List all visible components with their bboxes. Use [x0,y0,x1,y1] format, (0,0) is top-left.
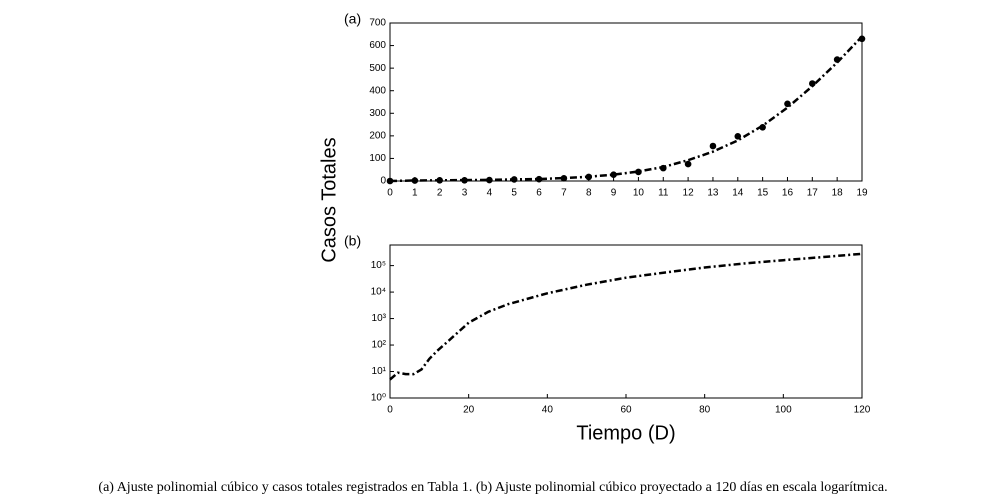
x-tick-label: 4 [487,188,493,199]
data-point [535,175,543,183]
x-tick-label: 6 [536,188,542,199]
x-tick-label: 20 [463,405,475,416]
x-tick-label: 1 [412,188,418,199]
x-tick-label: 0 [387,405,393,416]
y-tick-label: 600 [369,40,386,51]
x-tick-label: 8 [586,188,592,199]
data-point [659,164,667,172]
caption: (a) Ajuste polinomial cúbico y casos tot… [98,480,887,495]
data-point [436,177,443,184]
y-tick-label: 10³ [372,313,387,324]
y-axis-label: Casos Totales [318,137,340,262]
data-point [486,176,493,184]
x-tick-label: 80 [699,405,711,416]
x-tick-label: 16 [782,188,794,199]
panel-label: (b) [344,233,361,249]
y-tick-label: 700 [369,18,386,29]
x-tick-label: 18 [832,188,844,199]
x-tick-label: 100 [775,405,792,416]
x-tick-label: 11 [658,188,669,199]
x-tick-label: 12 [683,188,695,199]
data-point [510,176,518,183]
plot-frame [389,22,863,182]
data-point [684,160,692,168]
y-tick-label: 200 [369,130,386,141]
data-point [809,80,816,87]
data-point [734,133,742,140]
y-tick-label: 10⁵ [371,260,386,271]
x-tick-label: 17 [807,188,819,199]
x-tick-label: 5 [511,188,517,199]
x-tick-label: 0 [387,188,393,199]
y-tick-label: 100 [369,153,386,164]
x-tick-label: 9 [611,188,617,199]
x-tick-label: 120 [854,405,871,416]
data-point [461,177,468,184]
x-tick-label: 19 [856,188,868,199]
y-tick-label: 400 [369,85,386,96]
x-tick-label: 2 [437,188,443,199]
data-point [585,173,593,181]
y-tick-label: 10¹ [372,366,387,377]
data-point [709,142,717,150]
data-point [560,174,568,182]
x-tick-label: 15 [757,188,769,199]
x-tick-label: 7 [561,188,567,199]
projection-line [389,252,863,381]
x-tick-label: 60 [620,405,632,416]
x-tick-label: 3 [462,188,468,199]
y-tick-label: 0 [380,176,386,187]
x-tick-label: 10 [633,188,645,199]
y-tick-label: 300 [369,108,386,119]
data-point [610,171,617,178]
data-point [784,100,791,108]
x-tick-label: 14 [732,188,744,199]
panel-label: (a) [344,11,361,27]
data-point [833,56,841,63]
data-point [386,177,394,185]
data-point [635,168,642,176]
x-tick-label: 40 [542,405,554,416]
y-tick-label: 10² [372,340,387,351]
x-tick-label: 13 [707,188,719,199]
data-point [411,177,419,184]
y-tick-label: 10⁴ [371,287,386,298]
data-point [858,35,866,43]
plot-frame [389,244,863,399]
y-tick-label: 500 [369,63,386,74]
y-tick-label: 10⁰ [371,393,386,404]
x-axis-label: Tiempo (D) [576,422,675,444]
data-point [759,123,766,131]
fit-line [389,35,863,183]
